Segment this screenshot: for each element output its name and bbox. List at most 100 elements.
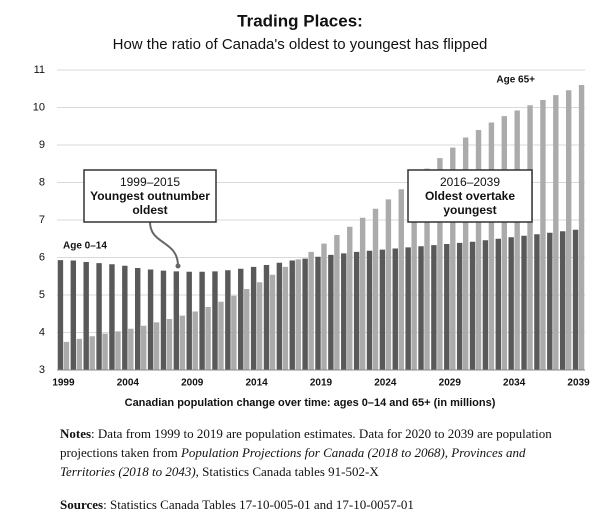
bar <box>565 90 572 370</box>
callout-leader <box>149 221 179 267</box>
bar <box>495 238 501 370</box>
bar <box>141 325 147 370</box>
bar <box>102 333 108 370</box>
bar <box>308 251 314 370</box>
bar <box>115 331 121 370</box>
bar <box>469 241 476 370</box>
bar <box>315 256 321 370</box>
callout-text: Oldest overtake <box>425 189 515 203</box>
y-tick-label: 7 <box>39 214 45 226</box>
callout-text: oldest <box>132 203 167 217</box>
bar <box>250 266 257 370</box>
bar <box>70 260 77 370</box>
bar <box>450 147 456 370</box>
bar <box>256 282 263 370</box>
bar <box>186 271 192 370</box>
bar <box>405 247 411 370</box>
notes: Notes: Data from 1999 to 2019 are popula… <box>60 424 560 481</box>
bar <box>89 336 95 370</box>
bar <box>534 234 540 370</box>
bar <box>418 246 424 370</box>
sources-text: : Statistics Canada Tables 17-10-005-01 … <box>103 497 414 512</box>
series-label: Age 65+ <box>496 75 535 86</box>
bar <box>559 231 566 370</box>
bar <box>225 270 231 370</box>
bar <box>456 242 463 370</box>
bar <box>424 168 430 370</box>
x-tick-label: 2009 <box>181 378 204 389</box>
bar <box>289 260 295 370</box>
bar <box>212 271 218 370</box>
bar <box>321 243 327 370</box>
bar <box>295 259 301 370</box>
bar <box>153 322 160 370</box>
notes-label: Notes <box>60 426 92 441</box>
notes-text: : Data from 1999 to 2019 are population … <box>60 426 552 460</box>
y-tick-label: 9 <box>39 139 45 151</box>
y-tick-label: 3 <box>39 364 45 376</box>
notes-text: , Statistics Canada tables 91-502-X <box>195 464 379 479</box>
bar <box>366 250 373 370</box>
bar <box>199 271 205 370</box>
x-tick-label: 2024 <box>374 378 397 389</box>
bar <box>482 240 489 370</box>
bar <box>328 254 334 370</box>
x-tick-label: 2029 <box>439 378 462 389</box>
bar <box>128 328 134 370</box>
bar <box>392 248 398 370</box>
bar <box>57 260 64 370</box>
x-tick-label: 2004 <box>117 378 140 389</box>
bar <box>76 338 83 370</box>
bar <box>218 301 224 370</box>
callout-box <box>83 169 217 223</box>
chart-subtitle: How the ratio of Canada's oldest to youn… <box>113 36 488 53</box>
bar <box>63 341 70 370</box>
bar <box>282 266 289 370</box>
bar <box>96 263 102 370</box>
bar <box>444 244 450 370</box>
y-tick-label: 6 <box>39 251 45 263</box>
chart-title: Trading Places: <box>237 11 363 30</box>
x-tick-label: 2019 <box>310 378 333 389</box>
bar <box>359 217 366 370</box>
bar <box>462 137 469 370</box>
sources: Sources: Statistics Canada Tables 17-10-… <box>60 497 560 513</box>
callout-box <box>407 169 533 223</box>
bar <box>347 226 353 370</box>
callout-text: youngest <box>443 203 496 217</box>
chart: Trading Places: How the ratio of Canada'… <box>33 11 590 409</box>
bar <box>385 199 392 370</box>
x-tick-label: 1999 <box>52 378 75 389</box>
bar <box>83 262 89 370</box>
bar <box>501 116 508 370</box>
y-tick-label: 5 <box>39 289 45 301</box>
x-tick-label: 2014 <box>245 378 268 389</box>
bar <box>572 229 579 370</box>
bar <box>527 105 533 370</box>
bar <box>475 130 482 370</box>
sources-label: Sources <box>60 497 104 512</box>
bar <box>238 268 244 370</box>
bar <box>398 189 404 370</box>
callout-text: 1999–2015 <box>120 175 180 189</box>
x-axis-label: Canadian population change over time: ag… <box>125 397 496 409</box>
bar <box>231 295 237 370</box>
bar <box>578 85 585 370</box>
bar <box>205 307 211 370</box>
bar <box>109 264 115 370</box>
bar <box>521 235 527 370</box>
bar <box>244 289 250 370</box>
bar <box>540 100 546 370</box>
bar <box>553 95 559 370</box>
bar <box>179 315 186 370</box>
bar <box>276 262 283 370</box>
bar <box>166 319 173 370</box>
bar <box>411 179 417 370</box>
bar <box>437 158 443 370</box>
callout-text: Youngest outnumber <box>90 189 210 203</box>
bar <box>147 269 154 370</box>
series-label: Age 0–14 <box>63 241 107 252</box>
bar <box>134 268 141 370</box>
x-tick-label: 2039 <box>567 378 590 389</box>
bar <box>173 271 180 370</box>
